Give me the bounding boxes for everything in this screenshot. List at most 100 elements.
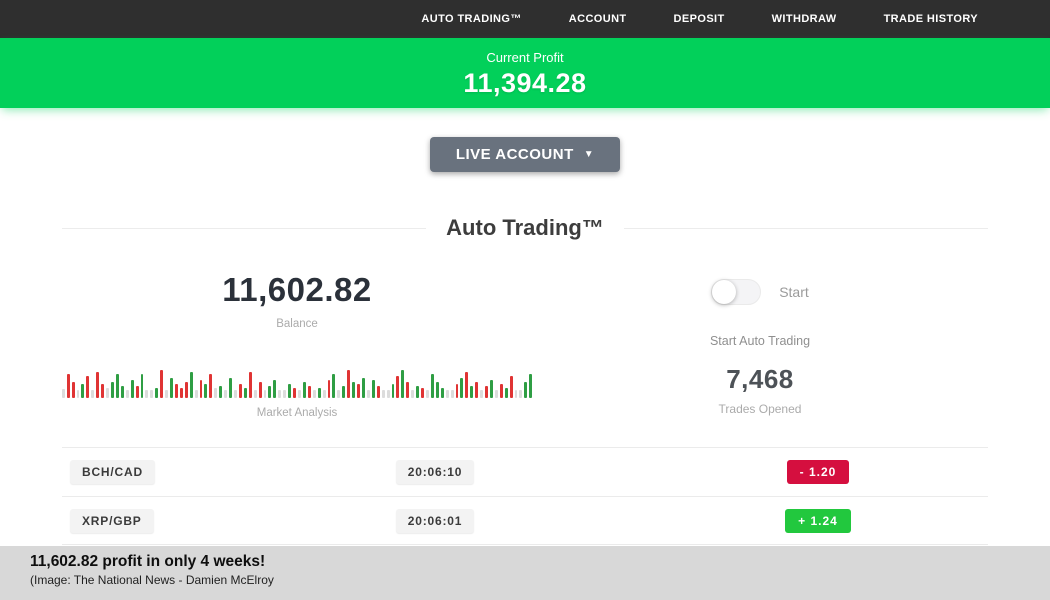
- market-bar: [135, 386, 139, 398]
- nav-item-trade-history[interactable]: TRADE HISTORY: [883, 13, 978, 25]
- market-bar: [115, 374, 119, 398]
- table-row: BCH/CAD 20:06:10 - 1.20: [62, 447, 988, 496]
- market-bar: [342, 386, 346, 398]
- market-bar: [150, 390, 154, 398]
- current-profit-banner: Current Profit 11,394.28: [0, 38, 1050, 108]
- market-bar: [352, 382, 356, 398]
- trade-pair-badge: XRP/GBP: [70, 508, 154, 533]
- top-navigation: AUTO TRADING™ ACCOUNT DEPOSIT WITHDRAW T…: [0, 0, 1050, 38]
- start-auto-trading-toggle[interactable]: [711, 279, 762, 305]
- table-row: XRP/GBP 20:06:01 + 1.24: [62, 496, 988, 545]
- market-bar: [465, 372, 469, 398]
- auto-trading-stat: Start Start Auto Trading: [532, 241, 988, 348]
- market-bar: [184, 382, 188, 398]
- market-bar: [263, 390, 267, 398]
- market-bar: [524, 382, 528, 398]
- market-bar: [96, 372, 100, 398]
- market-bar: [86, 376, 90, 398]
- market-bar: [189, 372, 193, 398]
- market-bar: [406, 382, 410, 398]
- trade-time-badge: 20:06:10: [395, 460, 475, 484]
- market-bar: [401, 370, 405, 398]
- market-bar: [386, 390, 390, 398]
- market-bar: [366, 390, 370, 398]
- market-bar: [120, 386, 124, 398]
- market-bar: [258, 382, 262, 398]
- market-bar: [519, 390, 523, 398]
- nav-item-account[interactable]: ACCOUNT: [568, 13, 627, 25]
- market-bar: [425, 390, 429, 398]
- market-bar: [450, 390, 454, 398]
- section-heading: Auto Trading™: [62, 215, 988, 241]
- market-bar: [110, 382, 114, 398]
- chevron-down-icon: ▼: [583, 148, 595, 160]
- market-bar: [376, 386, 380, 398]
- nav-item-auto-trading[interactable]: AUTO TRADING™: [421, 13, 522, 25]
- image-caption-bar: 11,602.82 profit in only 4 weeks! (Image…: [0, 546, 1050, 600]
- trades-opened-stat: 7,468 Trades Opened: [532, 348, 988, 419]
- nav-item-deposit[interactable]: DEPOSIT: [673, 13, 725, 25]
- market-bar: [327, 380, 331, 398]
- heading-divider-right: [623, 227, 988, 229]
- toggle-state-label: Start: [779, 284, 809, 300]
- live-account-dropdown[interactable]: LIVE ACCOUNT ▼: [429, 137, 621, 172]
- stats-grid: 11,602.82 Balance Start Start Auto Tradi…: [61, 241, 988, 419]
- market-bar: [337, 390, 341, 398]
- market-bar: [529, 374, 533, 398]
- market-bar: [298, 390, 301, 398]
- market-bar: [243, 388, 247, 398]
- market-bar: [411, 390, 415, 398]
- toggle-knob: [712, 280, 737, 304]
- market-analysis-bars: [61, 368, 533, 398]
- market-bar: [435, 382, 439, 398]
- account-selector-wrap: LIVE ACCOUNT ▼: [0, 137, 1050, 172]
- nav-item-withdraw[interactable]: WITHDRAW: [771, 13, 837, 25]
- market-bar: [91, 390, 95, 398]
- current-profit-value: 11,394.28: [463, 68, 587, 98]
- market-bar: [145, 390, 149, 398]
- market-bar: [307, 386, 311, 398]
- market-bar: [273, 380, 277, 398]
- market-bar: [504, 388, 508, 398]
- market-bar: [155, 388, 159, 398]
- market-bar: [371, 380, 375, 398]
- market-bar: [514, 390, 518, 398]
- market-bar: [268, 386, 272, 398]
- market-bar: [76, 390, 80, 398]
- market-bar: [165, 390, 169, 398]
- market-bar: [455, 384, 459, 398]
- current-profit-label: Current Profit: [486, 50, 564, 65]
- market-bar: [224, 390, 228, 398]
- balance-value: 11,602.82: [222, 271, 372, 308]
- market-bar: [302, 382, 306, 398]
- market-bar: [480, 390, 484, 398]
- market-bar: [61, 389, 65, 398]
- market-bar: [234, 390, 237, 398]
- market-bar: [381, 390, 385, 398]
- market-bar: [509, 376, 513, 398]
- market-bar: [229, 378, 233, 398]
- market-bar: [140, 374, 144, 398]
- market-bar: [391, 384, 395, 398]
- market-bar: [421, 388, 424, 398]
- trade-pair-badge: BCH/CAD: [70, 460, 155, 484]
- market-bar: [445, 390, 449, 398]
- market-bar: [494, 390, 498, 398]
- caption-credit: (Image: The National News - Damien McElr…: [30, 573, 274, 587]
- live-account-label: LIVE ACCOUNT: [455, 146, 574, 163]
- market-bar: [179, 388, 183, 398]
- market-bar: [283, 390, 287, 398]
- market-bar: [106, 388, 109, 398]
- start-auto-trading-caption: Start Auto Trading: [709, 334, 811, 348]
- market-bar: [485, 386, 488, 398]
- market-bar: [361, 378, 365, 398]
- market-bar: [278, 390, 282, 398]
- market-bar: [430, 374, 434, 398]
- trades-opened-label: Trades Opened: [718, 402, 802, 416]
- market-bar: [317, 388, 321, 398]
- trade-change-badge: - 1.20: [786, 460, 850, 484]
- market-bar: [174, 384, 178, 398]
- market-bar: [288, 384, 292, 398]
- market-bar: [347, 370, 351, 398]
- market-bar: [440, 388, 444, 398]
